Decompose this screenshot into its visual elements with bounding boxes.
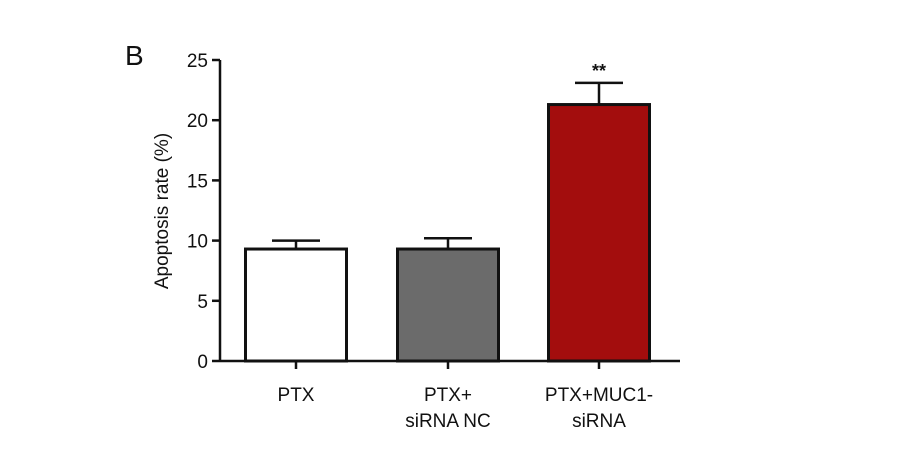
x-tick-label-line: siRNA NC	[405, 411, 491, 432]
y-tick-label: 0	[197, 352, 208, 373]
bar-2	[547, 103, 651, 363]
y-tick-label: 10	[187, 232, 208, 253]
x-tick-label-line: PTX+	[424, 385, 472, 406]
bar-0	[244, 247, 348, 363]
y-axis-title: Apoptosis rate (%)	[152, 133, 173, 289]
x-tick-label: PTX+MUC1- siRNA	[545, 385, 653, 432]
x-tick-label-line: siRNA	[572, 411, 626, 432]
x-tick-label: PTX	[278, 385, 315, 406]
x-tick-label: PTX+ siRNA NC	[405, 385, 491, 432]
panel-label: B	[125, 40, 144, 71]
significance-label: **	[592, 61, 606, 81]
plot-area: 0 5 10 15 20 25 PTX PTX+ siRNA NC PTX+MUC1- siRNA *…	[187, 51, 680, 432]
y-tick-label: 15	[187, 171, 208, 192]
y-tick-label: 25	[187, 51, 208, 72]
x-tick-label-line: PTX	[278, 385, 315, 406]
bar-1	[396, 247, 500, 363]
y-tick-label: 5	[197, 292, 208, 313]
y-tick-label: 20	[187, 111, 208, 132]
x-tick-label-line: PTX+MUC1-	[545, 385, 653, 406]
